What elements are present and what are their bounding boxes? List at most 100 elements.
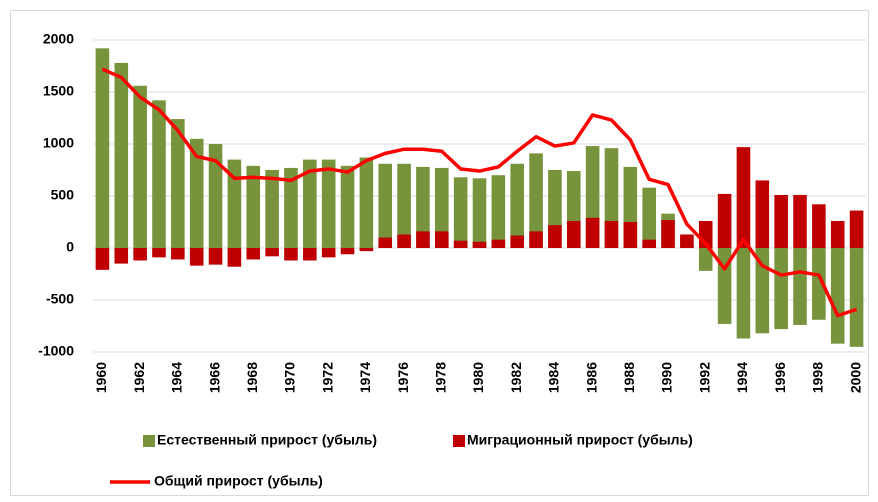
bar — [435, 167, 449, 248]
bar — [152, 248, 166, 258]
line — [101, 67, 858, 318]
x-tick-label: 1966 — [206, 362, 222, 393]
x-tick-label: 1978 — [432, 362, 448, 393]
bar — [303, 159, 317, 248]
bar — [453, 177, 468, 248]
bar — [114, 248, 129, 264]
bar — [227, 248, 242, 267]
bar — [755, 248, 770, 334]
legend-swatch — [453, 435, 465, 447]
x-tick-label: 1964 — [169, 362, 185, 393]
bar — [548, 225, 562, 248]
bar — [585, 217, 600, 248]
bar — [321, 248, 336, 258]
bar — [321, 159, 336, 248]
bar — [171, 248, 185, 260]
bar — [416, 166, 430, 248]
bar — [623, 222, 638, 248]
bar — [246, 248, 261, 260]
x-tick-label: 1982 — [508, 362, 524, 393]
bar — [378, 237, 393, 248]
bar — [529, 231, 543, 248]
y-tick-label: 500 — [51, 187, 75, 203]
bar — [397, 163, 411, 248]
bar — [698, 248, 713, 271]
x-tick-label: 1984 — [546, 362, 562, 393]
bar — [812, 248, 826, 320]
bar — [472, 178, 487, 248]
bar — [95, 48, 110, 248]
bar — [812, 204, 826, 248]
bar — [246, 165, 261, 248]
bar — [340, 248, 355, 255]
y-tick-label: 2000 — [43, 31, 74, 47]
legend-swatch — [143, 435, 155, 447]
bar — [642, 187, 656, 248]
bar — [661, 219, 675, 248]
bar — [152, 100, 166, 248]
x-tick-label: 1992 — [696, 362, 712, 393]
bar — [755, 180, 770, 248]
bar — [680, 234, 694, 248]
x-tick-label: 1976 — [395, 362, 411, 393]
bar — [340, 165, 355, 248]
bar — [849, 248, 864, 347]
bar — [114, 62, 129, 248]
x-tick-label: 1994 — [734, 362, 750, 393]
bar — [359, 157, 374, 248]
bar — [642, 239, 656, 248]
bar — [849, 210, 864, 248]
bar — [95, 248, 110, 270]
bar — [227, 159, 242, 248]
bar — [830, 220, 845, 248]
bar — [793, 194, 807, 248]
bar — [416, 231, 430, 248]
x-tick-label: 1974 — [357, 362, 373, 393]
bar — [133, 248, 147, 261]
legend-label: Миграционный прирост (убыль) — [467, 432, 693, 448]
bar — [265, 170, 279, 248]
bar — [378, 163, 393, 248]
bar — [510, 163, 524, 248]
bar — [133, 85, 147, 248]
bar — [736, 147, 751, 248]
y-tick-label: 0 — [66, 239, 74, 255]
y-tick-label: 1000 — [43, 135, 74, 151]
bar — [453, 240, 468, 248]
bar — [491, 175, 506, 248]
bar — [566, 220, 581, 248]
bar — [359, 248, 374, 252]
x-tick-label: 1980 — [470, 362, 486, 393]
bar — [774, 248, 788, 330]
x-tick-label: 1990 — [659, 362, 675, 393]
bar — [793, 248, 807, 325]
x-tick-label: 1962 — [131, 362, 147, 393]
bar — [435, 231, 449, 248]
bar — [510, 235, 524, 248]
x-tick-label: 1960 — [93, 362, 109, 393]
bar — [284, 248, 298, 261]
x-tick-label: 1968 — [244, 362, 260, 393]
bar — [774, 194, 788, 248]
bar — [830, 248, 845, 344]
bar — [189, 248, 204, 266]
bar — [529, 153, 543, 248]
y-tick-label: 1500 — [43, 83, 74, 99]
bar — [472, 241, 487, 248]
bar — [397, 234, 411, 248]
bar — [284, 167, 298, 248]
y-tick-label: -1000 — [38, 343, 74, 359]
x-tick-label: 1996 — [772, 362, 788, 393]
x-tick-label: 2000 — [847, 362, 863, 393]
x-tick-label: 1970 — [282, 362, 298, 393]
bar — [736, 248, 751, 339]
bar — [208, 144, 223, 248]
legend-label: Естественный прирост (убыль) — [157, 432, 377, 448]
x-tick-label: 1986 — [583, 362, 599, 393]
bar — [265, 248, 279, 257]
legend-label: Общий прирост (убыль) — [154, 473, 323, 489]
bar — [604, 220, 619, 248]
y-tick-label: -500 — [46, 291, 74, 307]
